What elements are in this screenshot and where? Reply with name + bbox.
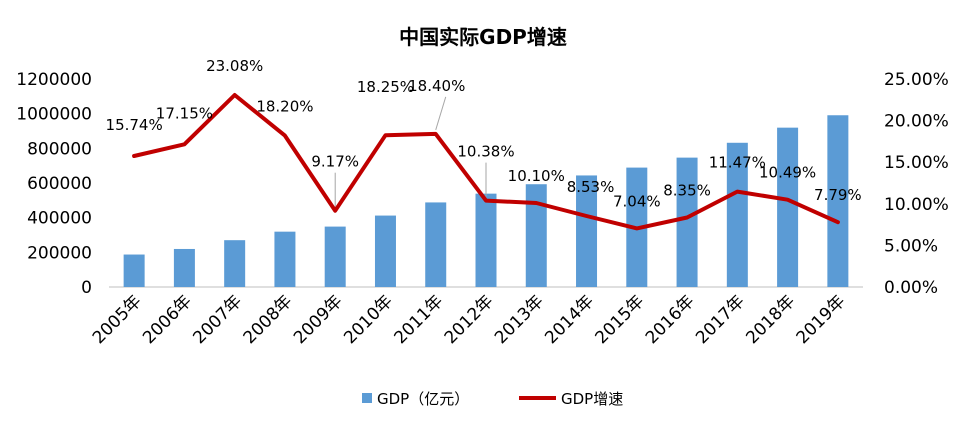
x-tick-label: 2009年 <box>290 291 347 348</box>
legend-gdp-swatch <box>362 393 372 403</box>
growth-data-label: 7.04% <box>613 192 661 210</box>
gdp-bar <box>525 184 547 287</box>
gdp-bar <box>274 231 296 287</box>
x-tick-label: 2007年 <box>189 291 246 348</box>
x-tick-label: 2012年 <box>441 291 498 348</box>
right-tick-label: 25.00% <box>884 70 949 90</box>
gdp-bars <box>123 115 849 288</box>
growth-data-label: 18.25% <box>357 78 414 96</box>
growth-data-label: 8.35% <box>663 182 711 200</box>
growth-line <box>132 93 840 231</box>
x-tick-label: 2016年 <box>642 291 699 348</box>
left-tick-label: 600000 <box>27 174 92 194</box>
gdp-bar <box>777 127 799 287</box>
x-tick-label: 2005年 <box>89 291 146 348</box>
x-axis-labels: 2005年2006年2007年2008年2009年2010年2011年2012年… <box>89 291 849 348</box>
label-leader-lines <box>334 96 487 207</box>
x-tick-label: 2017年 <box>692 291 749 348</box>
growth-data-label: 18.20% <box>256 98 313 116</box>
left-tick-label: 1200000 <box>16 70 92 90</box>
label-leader-line <box>435 96 447 131</box>
growth-data-label: 10.10% <box>508 167 565 185</box>
right-tick-label: 15.00% <box>884 153 949 173</box>
left-tick-label: 1000000 <box>16 105 92 125</box>
gdp-bar <box>173 248 195 287</box>
x-tick-label: 2010年 <box>340 291 397 348</box>
gdp-bar <box>475 193 497 287</box>
right-tick-label: 20.00% <box>884 112 949 132</box>
left-tick-label: 800000 <box>27 139 92 159</box>
growth-data-label: 18.40% <box>408 77 465 95</box>
growth-data-label: 23.08% <box>206 57 263 75</box>
left-axis-ticks: 0 200000 400000 600000 800000 1000000 1200000 <box>16 70 92 298</box>
legend: GDP（亿元） GDP增速 <box>362 390 623 408</box>
gdp-bar <box>374 215 396 287</box>
growth-data-label: 17.15% <box>156 104 213 122</box>
gdp-bar <box>576 175 598 287</box>
right-tick-label: 10.00% <box>884 195 949 215</box>
x-tick-label: 2006年 <box>139 291 196 348</box>
gdp-bar <box>224 240 246 287</box>
x-tick-label: 2013年 <box>491 291 548 348</box>
x-tick-label: 2015年 <box>592 291 649 348</box>
growth-data-label: 10.49% <box>759 164 816 182</box>
growth-data-labels: 15.74%17.15% 23.08% 18.20% 9.17% 18.25%18.40… <box>106 57 862 210</box>
legend-gdp-label: GDP（亿元） <box>377 390 469 408</box>
left-tick-label: 400000 <box>27 209 92 229</box>
growth-data-label: 8.53% <box>567 178 615 196</box>
growth-data-label: 7.79% <box>814 186 862 204</box>
chart-title: 中国实际GDP增速 <box>399 25 567 49</box>
gdp-bar <box>324 226 346 287</box>
x-tick-label: 2019年 <box>793 291 850 348</box>
x-tick-label: 2014年 <box>541 291 598 348</box>
left-tick-label: 200000 <box>27 243 92 263</box>
left-tick-label: 0 <box>81 278 92 298</box>
gdp-bar <box>425 202 447 287</box>
gdp-bar <box>726 142 748 287</box>
legend-growth-label: GDP增速 <box>561 390 623 408</box>
gdp-bar <box>676 157 698 287</box>
x-tick-label: 2011年 <box>391 291 448 348</box>
gdp-bar <box>827 115 849 288</box>
growth-data-label: 10.38% <box>457 143 514 161</box>
growth-data-label: 15.74% <box>106 116 163 134</box>
x-tick-label: 2018年 <box>742 291 799 348</box>
right-axis-ticks: 0.00% 5.00% 10.00% 15.00% 20.00% 25.00% <box>884 70 949 298</box>
x-tick-label: 2008年 <box>240 291 297 348</box>
gdp-bar <box>123 254 145 287</box>
growth-data-label: 9.17% <box>311 153 359 171</box>
right-tick-label: 0.00% <box>884 278 938 298</box>
right-tick-label: 5.00% <box>884 236 938 256</box>
growth-data-label: 11.47% <box>709 154 766 172</box>
